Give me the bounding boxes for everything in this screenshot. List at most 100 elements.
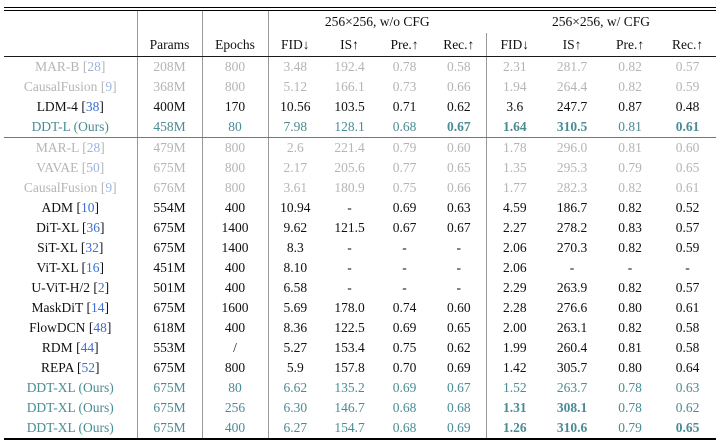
citation-link[interactable]: [50] — [78, 160, 105, 175]
header-spacer-method2 — [4, 33, 138, 57]
citation-link[interactable]: [2] — [90, 280, 110, 295]
cell-pre-wo-cfg: 0.69 — [392, 380, 417, 395]
cell-is-w-cfg: 264.4 — [556, 79, 588, 94]
cell-params: 675M — [137, 378, 203, 398]
cell-is-w-cfg: 186.7 — [556, 200, 588, 215]
cell-rec-w-cfg: 0.58 — [675, 320, 700, 335]
citation-number[interactable]: 10 — [80, 200, 95, 215]
cell-fid-wo-cfg: 8.10 — [283, 260, 308, 275]
cell-is-wo-cfg: 122.5 — [334, 320, 365, 335]
citation-link[interactable]: [52] — [73, 360, 100, 375]
cell-is-wo-cfg: 103.5 — [334, 99, 365, 114]
cell-rec-w-cfg: 0.57 — [675, 280, 700, 295]
cell-fid-w-cfg: 2.28 — [502, 300, 527, 315]
cell-pre-wo-cfg: - — [402, 280, 407, 295]
cell-fid-w-cfg: 2.06 — [502, 240, 527, 255]
cell-rec-wo-cfg: 0.69 — [432, 358, 487, 378]
cell-rec-w-cfg: 0.52 — [675, 200, 700, 215]
cell-pre-wo-cfg: - — [402, 260, 407, 275]
cell-pre-wo-cfg: 0.67 — [392, 220, 417, 235]
citation-number[interactable]: 9 — [105, 79, 113, 94]
cell-pre-wo-cfg: 0.68 — [392, 420, 417, 435]
cell-fid-wo-cfg: 5.12 — [283, 79, 308, 94]
cell-rec-wo-cfg: 0.68 — [432, 398, 487, 418]
cell-epochs: 800 — [202, 358, 269, 378]
cell-is-w-cfg: 310.6 — [556, 420, 588, 435]
table-row: DDT-L (Ours) 458M 80 7.98 128.1 0.68 0.6… — [4, 117, 717, 138]
citation-link[interactable]: [9] — [97, 79, 117, 94]
header-is-wo-cfg: IS↑ — [322, 33, 377, 57]
citation-number[interactable]: 14 — [90, 300, 105, 315]
cell-is-w-cfg: 263.9 — [556, 280, 588, 295]
citation-link[interactable]: [14] — [83, 300, 109, 315]
cell-pre-w-cfg: 0.82 — [618, 59, 642, 74]
citation-number[interactable]: 9 — [105, 180, 113, 195]
cell-pre-w-cfg: 0.82 — [618, 200, 642, 215]
citation-link[interactable]: [44] — [72, 340, 99, 355]
cell-fid-w-cfg: 1.77 — [502, 180, 527, 195]
citation-number[interactable]: 32 — [85, 240, 99, 255]
cell-fid-w-cfg: 1.52 — [502, 380, 527, 395]
citation-link[interactable]: [48] — [85, 320, 112, 335]
citation-number[interactable]: 28 — [87, 59, 101, 74]
cell-rec-wo-cfg: 0.60 — [432, 137, 487, 158]
citation-link[interactable]: [28] — [78, 140, 105, 155]
citation-number[interactable]: 2 — [97, 280, 105, 295]
citation-link[interactable]: [32] — [77, 240, 104, 255]
cell-epochs: 800 — [202, 56, 269, 77]
method-name: MAR-B — [35, 59, 80, 74]
cell-is-w-cfg: 270.3 — [556, 240, 588, 255]
table-row: ADM [10] 554M 400 10.94 - 0.69 0.63 4.59… — [4, 198, 716, 218]
cell-fid-wo-cfg: 7.98 — [268, 117, 322, 138]
cell-is-wo-cfg: 166.1 — [334, 79, 365, 94]
method-name: ViT-XL — [36, 260, 79, 275]
cell-is-wo-cfg: - — [347, 240, 352, 255]
header-fid-wo-cfg: FID↓ — [268, 33, 322, 57]
cell-rec-w-cfg: 0.65 — [675, 420, 700, 435]
cell-is-w-cfg: 247.7 — [556, 99, 588, 114]
cell-rec-wo-cfg: - — [432, 258, 487, 278]
cell-fid-wo-cfg: 8.3 — [286, 240, 304, 255]
cell-rec-w-cfg: 0.63 — [675, 380, 700, 395]
method-name: ADM — [41, 200, 74, 215]
cell-epochs: 800 — [202, 137, 269, 158]
cell-is-wo-cfg: - — [347, 280, 352, 295]
citation-number[interactable]: 38 — [85, 99, 100, 114]
citation-number[interactable]: 28 — [86, 140, 101, 155]
cell-is-w-cfg: 276.6 — [556, 300, 588, 315]
citation-number[interactable]: 50 — [86, 160, 100, 175]
cell-pre-wo-cfg: 0.77 — [392, 160, 417, 175]
citation-link[interactable]: [38] — [77, 99, 104, 114]
cell-method: VAVAE [50] — [4, 158, 138, 178]
cell-rec-wo-cfg: 0.66 — [432, 178, 487, 198]
cell-method: MAR-B [28] — [4, 56, 138, 77]
cell-rec-w-cfg: 0.60 — [675, 140, 700, 155]
citation-link[interactable]: [36] — [78, 220, 105, 235]
cell-method: DDT-XL (Ours) — [4, 378, 138, 398]
cell-rec-w-cfg: 0.58 — [675, 340, 700, 355]
citation-link[interactable]: [9] — [97, 180, 117, 195]
cell-pre-w-cfg: 0.82 — [618, 240, 642, 255]
cell-is-w-cfg: 278.2 — [556, 220, 588, 235]
citation-link[interactable]: [28] — [79, 59, 106, 74]
citation-link[interactable]: [16] — [78, 260, 105, 275]
citation-number[interactable]: 48 — [93, 320, 107, 335]
method-name: RDM — [41, 340, 73, 355]
citation-number[interactable]: 36 — [86, 220, 100, 235]
cell-pre-wo-cfg: 0.78 — [392, 59, 417, 74]
method-name: LDM-4 — [36, 99, 78, 114]
citation-number[interactable]: 52 — [81, 360, 95, 375]
citation-number[interactable]: 44 — [80, 340, 95, 355]
citation-link[interactable]: [10] — [73, 200, 99, 215]
citation-number[interactable]: 16 — [86, 260, 100, 275]
cell-fid-w-cfg: 1.31 — [502, 400, 527, 415]
cell-fid-w-cfg: 1.78 — [502, 140, 527, 155]
header-group-w-cfg: 256×256, w/ CFG — [552, 14, 651, 29]
cell-is-wo-cfg: 153.4 — [334, 340, 365, 355]
cell-is-wo-cfg: 146.7 — [334, 400, 365, 415]
cell-fid-w-cfg: 1.26 — [502, 420, 527, 435]
cell-is-wo-cfg: - — [347, 260, 352, 275]
cell-fid-wo-cfg: 2.17 — [283, 160, 308, 175]
cell-epochs: 800 — [202, 158, 269, 178]
cell-method: RDM [44] — [4, 338, 138, 358]
